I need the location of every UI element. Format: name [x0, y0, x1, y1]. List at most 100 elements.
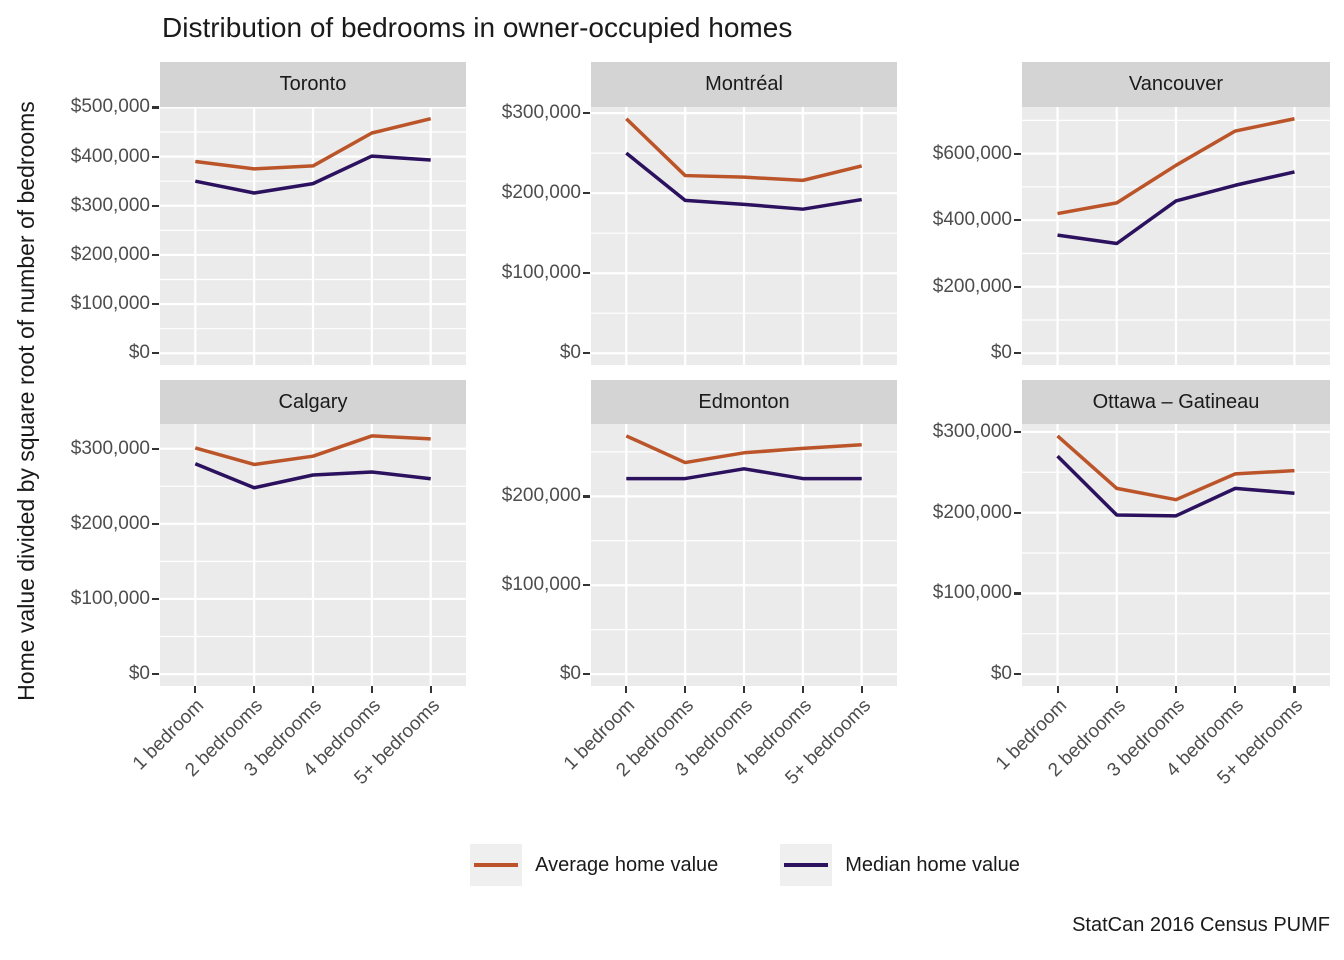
y-tick-label-vancouver: $600,000	[932, 142, 1012, 164]
y-tick-label-calgary: $300,000	[70, 437, 150, 459]
facet-panel-montr-al	[591, 107, 897, 365]
x-tick-mark-edmonton	[860, 686, 863, 693]
facet-strip-edmonton: Edmonton	[591, 380, 897, 424]
legend-label-median: Median home value	[845, 853, 1020, 876]
median-line-toronto	[194, 154, 431, 195]
x-tick-mark-edmonton	[801, 686, 805, 693]
y-tick-label-toronto: $100,000	[70, 293, 150, 315]
x-tick-mark-ottawa-gatineau	[1056, 686, 1059, 693]
y-tick-label-edmonton: $100,000	[501, 574, 581, 596]
y-tick-label-edmonton: $0	[559, 663, 581, 685]
x-tick-mark-ottawa-gatineau	[1293, 686, 1296, 693]
facet-strip-toronto: Toronto	[160, 62, 466, 107]
y-tick-mark-calgary	[152, 673, 159, 676]
x-tick-mark-calgary	[370, 686, 374, 693]
x-tick-mark-edmonton	[684, 686, 687, 693]
facet-panel-vancouver	[1022, 107, 1330, 365]
legend-item-median: Median home value	[780, 844, 1020, 886]
y-tick-mark-vancouver	[1014, 352, 1021, 355]
y-tick-label-ottawa-gatineau: $200,000	[932, 501, 1012, 523]
y-tick-mark-toronto	[152, 352, 159, 355]
facet-panel-edmonton	[591, 424, 897, 686]
y-tick-label-toronto: $200,000	[70, 243, 150, 265]
facet-panel-calgary	[160, 424, 466, 686]
facet-title-edmonton: Edmonton	[698, 391, 790, 413]
y-tick-label-toronto: $0	[128, 342, 150, 364]
median-line-montr-al	[625, 151, 862, 211]
average-line-toronto	[195, 117, 432, 171]
y-tick-mark-ottawa-gatineau	[1014, 673, 1021, 676]
y-tick-label-edmonton: $200,000	[501, 485, 581, 507]
y-tick-mark-montr-al	[583, 352, 590, 355]
legend-label-average: Average home value	[535, 853, 719, 876]
average-line-calgary	[194, 434, 431, 467]
y-tick-mark-vancouver	[1014, 285, 1021, 288]
x-tick-mark-calgary	[194, 686, 197, 693]
median-line-calgary	[194, 462, 431, 490]
y-tick-label-toronto: $300,000	[70, 194, 150, 216]
y-tick-label-toronto: $500,000	[70, 96, 150, 118]
facet-canvas-montr-al	[591, 107, 897, 365]
y-tick-mark-ottawa-gatineau	[1014, 430, 1021, 434]
y-tick-label-vancouver: $0	[990, 342, 1012, 364]
x-tick-mark-calgary	[429, 686, 432, 693]
y-tick-label-vancouver: $200,000	[932, 275, 1012, 297]
y-tick-label-vancouver: $400,000	[932, 209, 1012, 231]
y-tick-label-toronto: $400,000	[70, 145, 150, 167]
y-tick-mark-ottawa-gatineau	[1014, 592, 1021, 595]
average-line-edmonton	[625, 434, 862, 465]
y-axis-title: Home value divided by square root of num…	[13, 101, 39, 701]
average-line-ottawa-gatineau	[1056, 434, 1295, 502]
facet-canvas-vancouver	[1022, 107, 1330, 365]
facet-canvas-calgary	[160, 424, 466, 686]
x-tick-mark-ottawa-gatineau	[1175, 686, 1178, 693]
y-tick-label-ottawa-gatineau: $100,000	[932, 582, 1012, 604]
plot-title: Distribution of bedrooms in owner-occupi…	[162, 12, 793, 43]
average-line-key-icon	[474, 863, 519, 867]
y-tick-mark-calgary	[152, 522, 159, 525]
facet-title-vancouver: Vancouver	[1128, 73, 1224, 95]
y-tick-mark-toronto	[152, 204, 159, 207]
facet-strip-calgary: Calgary	[160, 380, 466, 424]
y-tick-mark-edmonton	[583, 495, 590, 498]
y-tick-mark-toronto	[152, 155, 159, 158]
y-tick-mark-edmonton	[583, 584, 590, 587]
x-tick-mark-edmonton	[743, 686, 746, 693]
facet-title-montr-al: Montréal	[705, 73, 783, 95]
median-line-key-icon	[784, 863, 829, 867]
legend-key-median	[780, 844, 833, 886]
y-tick-mark-edmonton	[583, 673, 590, 676]
y-tick-label-calgary: $200,000	[70, 512, 150, 534]
median-line-vancouver	[1057, 170, 1295, 246]
y-tick-mark-montr-al	[583, 192, 590, 195]
median-line-edmonton	[626, 467, 862, 481]
facet-title-calgary: Calgary	[278, 391, 348, 413]
y-tick-label-ottawa-gatineau: $0	[990, 663, 1012, 685]
facet-canvas-toronto	[160, 106, 466, 365]
y-tick-label-montr-al: $200,000	[501, 182, 581, 204]
median-line-ottawa-gatineau	[1056, 454, 1295, 518]
facet-canvas-ottawa-gatineau	[1022, 424, 1330, 686]
x-tick-mark-edmonton	[625, 686, 628, 693]
facet-strip-vancouver: Vancouver	[1022, 62, 1330, 107]
y-tick-mark-calgary	[152, 447, 159, 450]
y-tick-label-calgary: $0	[128, 663, 150, 685]
caption: StatCan 2016 Census PUMF	[1072, 914, 1330, 936]
y-tick-mark-toronto	[152, 303, 159, 306]
legend-item-average: Average home value	[470, 844, 718, 886]
x-tick-mark-calgary	[253, 686, 256, 693]
facet-canvas-edmonton	[591, 424, 897, 686]
facet-panel-ottawa-gatineau	[1022, 424, 1330, 686]
facet-title-toronto: Toronto	[279, 73, 347, 95]
y-tick-mark-toronto	[152, 106, 159, 109]
y-tick-mark-ottawa-gatineau	[1014, 511, 1021, 514]
legend-key-average	[470, 844, 523, 886]
y-tick-mark-vancouver	[1014, 152, 1021, 155]
facet-strip-ottawa-gatineau: Ottawa – Gatineau	[1022, 380, 1330, 424]
average-line-vancouver	[1057, 117, 1295, 216]
y-tick-label-montr-al: $300,000	[501, 102, 581, 124]
facet-strip-montr-al: Montréal	[591, 62, 897, 107]
y-tick-mark-montr-al	[583, 272, 590, 275]
y-tick-label-calgary: $100,000	[70, 587, 150, 609]
x-tick-mark-ottawa-gatineau	[1234, 686, 1237, 693]
